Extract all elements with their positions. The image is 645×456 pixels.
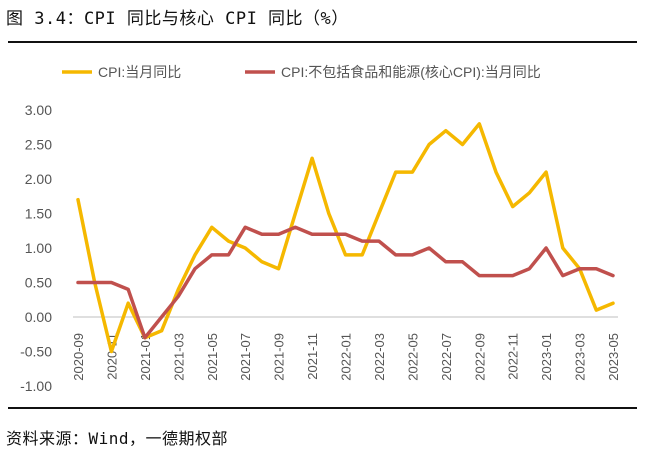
x-tick-label: 2021-07 <box>238 333 253 381</box>
x-tick-label: 2022-09 <box>472 333 487 381</box>
x-tick-label: 2021-05 <box>205 333 220 381</box>
y-tick-label: -0.50 <box>20 344 52 360</box>
y-tick-label: -1.00 <box>20 378 52 394</box>
x-tick-label: 2023-03 <box>573 333 588 381</box>
x-tick-label: 2023-05 <box>606 333 621 381</box>
series-line-2 <box>76 225 615 340</box>
x-tick-label: 2022-03 <box>372 333 387 381</box>
x-tick-label: 2021-11 <box>305 333 320 380</box>
series-line-1 <box>76 122 615 354</box>
source-note: 资料来源：Wind，一德期权部 <box>6 429 229 448</box>
x-tick-label: 2023-01 <box>539 333 554 381</box>
y-tick-label: 0.50 <box>25 275 52 291</box>
x-tick-label: 2021-03 <box>171 333 186 381</box>
bottom-rule <box>8 407 637 409</box>
legend: CPI:当月同比 CPI:不包括食品和能源(核心CPI):当月同比 <box>62 64 541 80</box>
x-tick-label: 2022-11 <box>506 333 521 380</box>
x-tick-label: 2021-01 <box>138 333 153 381</box>
legend-label-2: CPI:不包括食品和能源(核心CPI):当月同比 <box>281 64 541 80</box>
series-group <box>76 122 615 354</box>
y-tick-label: 0.00 <box>25 309 52 325</box>
y-tick-label: 1.00 <box>25 240 52 256</box>
top-rule <box>8 41 637 43</box>
y-axis: 3.00 2.50 2.00 1.50 1.00 0.50 0.00 -0.50 -1.00 <box>20 102 52 394</box>
legend-label-1: CPI:当月同比 <box>98 64 181 80</box>
x-tick-label: 2020-09 <box>71 333 86 381</box>
y-tick-label: 2.50 <box>25 137 52 153</box>
y-tick-label: 2.00 <box>25 171 52 187</box>
y-tick-label: 1.50 <box>25 206 52 222</box>
x-tick-label: 2022-01 <box>339 333 354 381</box>
x-tick-label: 2022-05 <box>405 333 420 381</box>
cpi-line-chart: CPI:当月同比 CPI:不包括食品和能源(核心CPI):当月同比 3.00 2.5… <box>20 64 621 394</box>
x-tick-label: 2021-09 <box>272 333 287 381</box>
y-tick-label: 3.00 <box>25 102 52 118</box>
figure-title: 图 3.4：CPI 同比与核心 CPI 同比（%） <box>6 9 349 29</box>
x-tick-label: 2022-07 <box>439 333 454 381</box>
